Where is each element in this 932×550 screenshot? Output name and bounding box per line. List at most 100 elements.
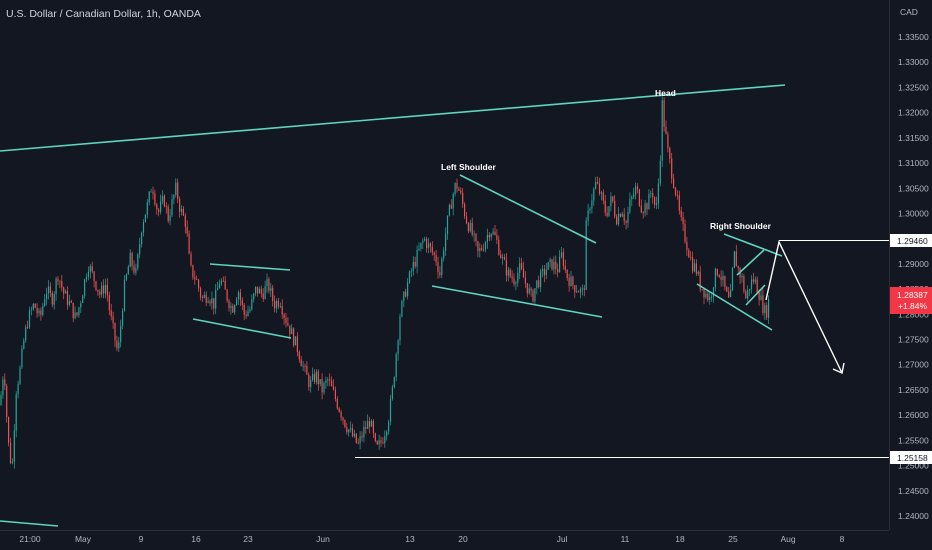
candle-body [144, 214, 146, 222]
candle-body [8, 417, 10, 443]
candle-body [215, 290, 217, 309]
candle-body [82, 295, 84, 303]
candle-body [108, 295, 110, 311]
candle-body [6, 385, 8, 417]
candle-body [308, 374, 310, 388]
candle-body [40, 310, 42, 315]
time-tick-label: 11 [621, 534, 630, 544]
candle-body [745, 291, 747, 299]
candle-body [741, 276, 743, 278]
candle-body [484, 242, 487, 251]
candle-body [756, 279, 758, 293]
candle-body [154, 193, 156, 205]
candle-body [325, 380, 327, 383]
candle-body [652, 193, 654, 197]
candle-body [671, 158, 673, 179]
time-tick-label: 18 [675, 534, 685, 544]
candle-body [699, 271, 701, 290]
candle-body [68, 301, 70, 305]
candle-body [141, 232, 143, 245]
candle-body [479, 248, 481, 251]
time-tick-label: Jun [316, 534, 330, 544]
candle-body [99, 291, 101, 295]
candle-body [667, 133, 669, 148]
candle-body [587, 210, 589, 221]
candle-body [122, 310, 124, 326]
candle-body [627, 212, 629, 223]
candle-body [462, 192, 464, 204]
candle-body [365, 427, 367, 429]
candle-body [65, 291, 67, 294]
candle-body [446, 215, 449, 235]
candle-body [731, 268, 734, 290]
current-price-value: 1.28387 [897, 290, 928, 300]
candle-body [123, 279, 126, 311]
candle-body [726, 287, 728, 292]
candle-body [160, 201, 162, 212]
candle-body [298, 352, 300, 360]
candle-body [511, 276, 513, 279]
candle-body [401, 301, 403, 317]
candle-body [226, 289, 228, 301]
candle-body [515, 282, 517, 285]
candle-body [112, 316, 114, 323]
candle-body [433, 252, 435, 255]
candle-body [686, 241, 688, 251]
time-tick-label: 23 [243, 534, 253, 544]
ls-upper [459, 174, 597, 244]
candle-body [633, 194, 635, 197]
candle-body [63, 287, 65, 294]
candle-body [66, 291, 69, 305]
candle-body [279, 306, 281, 307]
candle-body [146, 202, 148, 215]
candle-body [256, 286, 259, 294]
candle-body [131, 252, 133, 266]
candle-body [460, 190, 462, 193]
time-tick-label: 20 [458, 534, 468, 544]
candle-body [27, 327, 29, 328]
candle-body [735, 251, 737, 267]
candle-body [543, 269, 545, 276]
candle-body [291, 328, 293, 335]
candle-body [650, 193, 652, 194]
candle-body [502, 257, 504, 258]
candle-body [161, 195, 164, 202]
price-tick-label: 1.32500 [898, 82, 929, 92]
candle-body [114, 323, 116, 341]
candle-body [505, 259, 507, 276]
candle-body [378, 440, 380, 445]
annotation-head: Head [655, 88, 676, 98]
candle-body [163, 195, 165, 207]
candle-body [557, 269, 559, 273]
candle-body [59, 280, 61, 282]
candle-body [737, 266, 739, 269]
candle-body [321, 379, 323, 393]
candle-body [534, 288, 536, 302]
candle-body [374, 433, 376, 441]
candle-body [243, 304, 245, 315]
candle-body [9, 442, 12, 463]
candle-body [350, 428, 352, 430]
candle-body [583, 288, 585, 290]
candle-body [703, 289, 705, 298]
candle-body [403, 291, 405, 302]
candle-body [70, 301, 72, 303]
candle-body [317, 371, 319, 385]
candle-body [247, 311, 249, 316]
candle-body [678, 195, 680, 211]
candle-body [437, 262, 439, 273]
candle-body [473, 233, 475, 235]
price-tick-label: 1.30500 [898, 183, 929, 193]
candle-body [597, 182, 599, 184]
candle-body [426, 238, 428, 249]
candle-body [232, 306, 234, 313]
candle-body [690, 257, 692, 259]
candle-body [560, 252, 563, 257]
price-tick-label: 1.27000 [898, 360, 929, 370]
candle-body [283, 314, 285, 319]
price-tick-label: 1.28000 [898, 309, 929, 319]
candle-body [673, 178, 675, 188]
candle-body [224, 281, 226, 290]
candle-body [348, 429, 350, 433]
